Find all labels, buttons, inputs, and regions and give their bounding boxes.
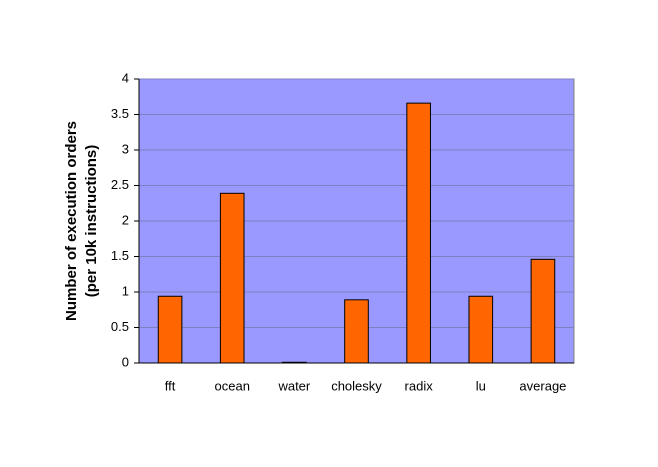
- y-axis-title: Number of execution orders (per 10k inst…: [63, 121, 100, 321]
- x-tick-label: ocean: [215, 378, 250, 393]
- bar: [344, 299, 369, 364]
- bar: [219, 192, 245, 364]
- y-axis-title-line: Number of execution orders: [63, 121, 80, 321]
- x-tick-label: fft: [165, 378, 176, 393]
- y-tick-label: 2.5: [111, 177, 129, 192]
- y-tick-label: 0: [122, 354, 129, 369]
- bar: [406, 102, 431, 364]
- y-tick-label: 0.5: [111, 319, 129, 334]
- y-tick-label: 1.5: [111, 248, 129, 263]
- y-tick-label: 3: [122, 141, 129, 156]
- bar: [282, 361, 307, 364]
- x-tick-label: cholesky: [331, 378, 382, 393]
- bar: [468, 295, 494, 364]
- x-tick-label: radix: [405, 378, 434, 393]
- x-tick-label: lu: [476, 378, 486, 393]
- y-tick-label: 4: [122, 70, 129, 85]
- bar: [530, 258, 556, 364]
- y-axis-title-line: (per 10k instructions): [83, 145, 100, 298]
- y-tick-label: 3.5: [111, 106, 129, 121]
- y-tick-label: 2: [122, 212, 129, 227]
- x-tick-label: water: [277, 378, 310, 393]
- x-tick-label: average: [519, 378, 566, 393]
- y-tick-label: 1: [122, 283, 129, 298]
- bar: [157, 295, 183, 364]
